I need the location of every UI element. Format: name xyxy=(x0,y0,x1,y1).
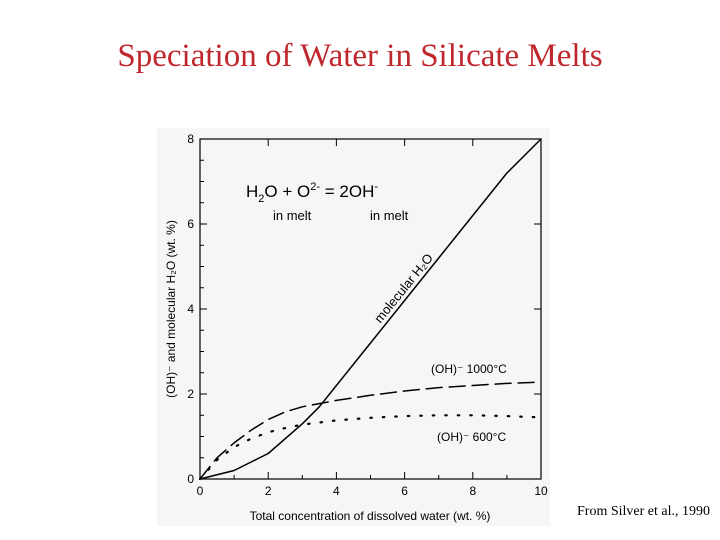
y-tick-label: 6 xyxy=(187,217,194,231)
x-tick-label: 8 xyxy=(469,484,476,498)
x-tick-label: 2 xyxy=(265,484,272,498)
y-tick-label: 4 xyxy=(187,302,194,316)
series-line-3 xyxy=(198,414,543,481)
reaction-eq: = 2OH xyxy=(320,182,374,201)
annotation-molecular: molecular H₂O xyxy=(371,251,436,326)
y-tick-label: 8 xyxy=(187,132,194,146)
reaction-h: H xyxy=(246,182,258,201)
reaction-sup-minus: - xyxy=(374,181,378,193)
chart-figure: 0 2 4 6 8 10 0 2 4 6 8 Total concentration of diss… xyxy=(157,128,550,526)
y-tick-label: 2 xyxy=(187,387,194,401)
series-line-2 xyxy=(199,381,542,480)
reaction-o-plus: O + O xyxy=(264,182,310,201)
reaction-sub-2: 2 xyxy=(258,193,264,205)
y-axis-label: (OH)⁻ and molecular H₂O (wt. %) xyxy=(164,220,178,398)
chart-svg: 0 2 4 6 8 10 0 2 4 6 8 Total concentration of diss… xyxy=(164,132,548,523)
y-tick-label: 0 xyxy=(187,472,194,486)
reaction-in-melt-right: in melt xyxy=(370,208,409,223)
x-tick-label: 6 xyxy=(401,484,408,498)
reaction-equation: H2O + O2- = 2OH- xyxy=(246,181,378,205)
x-tick-label: 0 xyxy=(197,484,204,498)
annotation-oh-1000: (OH)⁻ 1000°C xyxy=(431,362,507,376)
reaction-sup-2minus: 2- xyxy=(310,181,320,193)
slide-title: Speciation of Water in Silicate Melts xyxy=(117,38,603,74)
x-tick-label: 4 xyxy=(333,484,340,498)
x-tick-label: 10 xyxy=(534,484,548,498)
x-axis-label: Total concentration of dissolved water (… xyxy=(250,509,491,523)
annotation-oh-600: (OH)⁻ 600°C xyxy=(437,430,506,444)
source-citation: From Silver et al., 1990 xyxy=(577,504,710,519)
reaction-in-melt-left: in melt xyxy=(273,208,312,223)
series-line-1 xyxy=(199,138,542,480)
